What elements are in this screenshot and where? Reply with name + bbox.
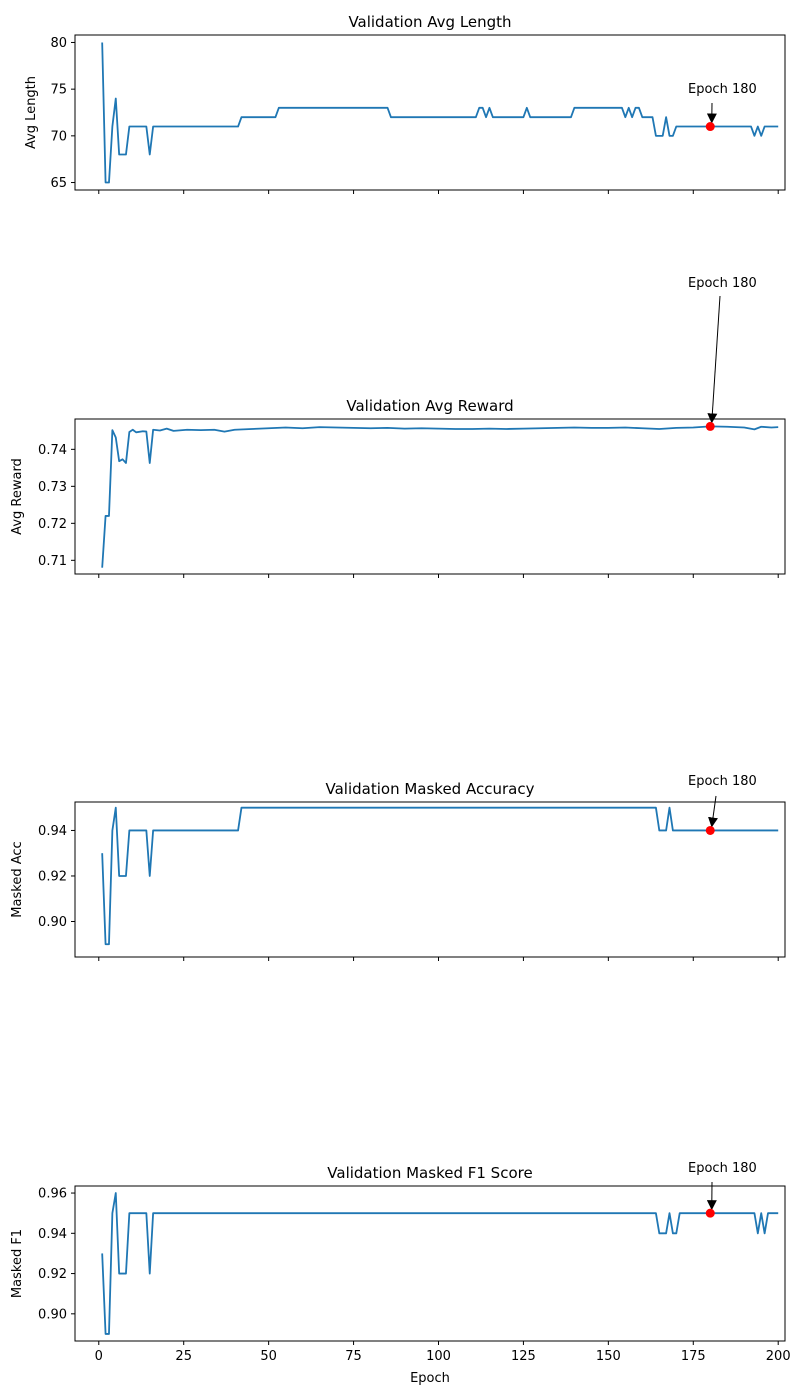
y-tick-label: 0.92 [38,869,67,884]
y-tick-label: 0.90 [38,915,67,930]
y-tick-label: 0.74 [38,443,67,458]
y-tick-label: 0.96 [38,1187,67,1202]
x-tick-label: 75 [345,1349,362,1364]
annotation-label: Epoch 180 [688,82,757,97]
x-tick-label: 25 [175,1349,192,1364]
highlight-point [705,122,715,132]
x-tick-label: 50 [260,1349,277,1364]
y-axis-label: Avg Reward [10,458,25,535]
y-tick-label: 80 [50,36,67,51]
y-tick-label: 65 [50,176,67,191]
y-tick-label: 0.90 [38,1307,67,1322]
annotation-arrow [707,295,721,424]
highlight-point [705,421,715,431]
y-tick-label: 70 [50,129,67,144]
x-tick-label: 150 [596,1349,621,1364]
chart-panel-3: Validation Masked Accuracy 0.90 0.92 0.94 Ma… [10,774,786,961]
y-tick-label: 0.94 [38,1227,67,1242]
annotation-label: Epoch 180 [688,774,757,789]
x-tick-label: 125 [511,1349,536,1364]
chart-title: Validation Masked Accuracy [326,780,535,798]
y-tick-label: 0.92 [38,1267,67,1282]
chart-panel-1: Validation Avg Length 65 70 75 80 Avg Length E… [24,13,786,194]
series-line [101,1192,779,1335]
x-tick-label: 100 [426,1349,451,1364]
annotation-label: Epoch 180 [688,1161,757,1176]
axes-frame [74,418,786,575]
chart-title: Validation Masked F1 Score [327,1164,532,1182]
series-line [101,42,779,184]
chart-panel-4: Validation Masked F1 Score 0.90 0.92 0.94 0.… [10,1161,791,1386]
highlight-point [705,1208,715,1218]
chart-title: Validation Avg Reward [346,397,513,415]
x-axis-label: Epoch [410,1371,450,1386]
axes-frame [74,1185,786,1342]
y-tick-label: 0.71 [38,554,67,569]
series-line [101,425,779,568]
y-tick-label: 0.94 [38,824,67,839]
axes-frame [74,801,786,958]
x-tick-label: 200 [766,1349,791,1364]
x-tick-label: 175 [681,1349,706,1364]
x-tick-label: 0 [95,1349,103,1364]
y-tick-label: 0.73 [38,480,67,495]
chart-panel-2: Validation Avg Reward 0.71 0.72 0.73 0.74 Avg… [10,276,786,578]
y-tick-label: 75 [50,83,67,98]
annotation-label: Epoch 180 [688,276,757,291]
chart-title: Validation Avg Length [348,13,511,31]
y-axis-label: Masked Acc [10,841,25,917]
y-axis-label: Avg Length [24,76,39,149]
axes-frame [74,34,786,191]
y-axis-label: Masked F1 [10,1229,25,1298]
annotation-arrow [708,795,718,828]
series-line [101,806,779,946]
y-tick-label: 0.72 [38,517,67,532]
highlight-point [705,825,715,835]
